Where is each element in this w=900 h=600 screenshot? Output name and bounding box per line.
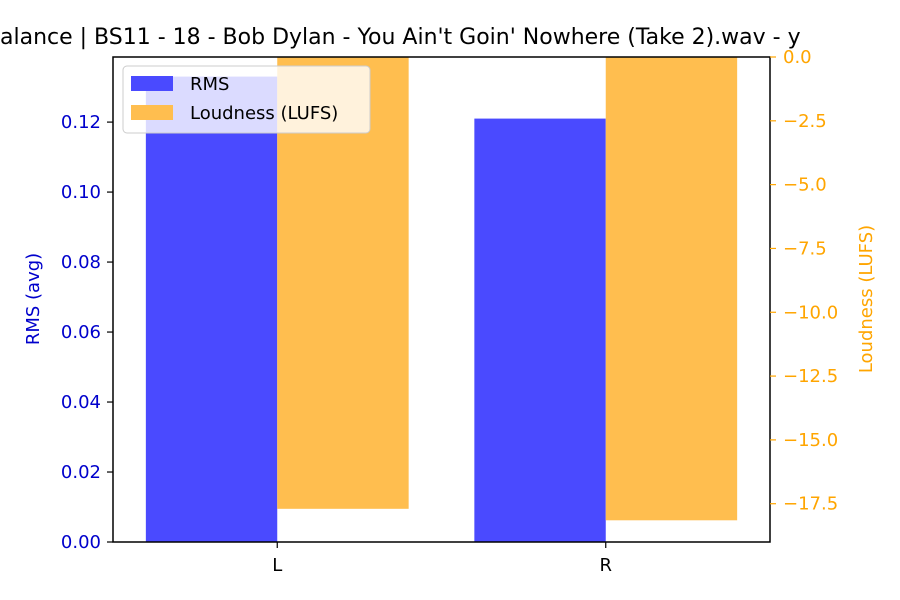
y-right-tick-label: −12.5 (783, 366, 838, 387)
legend: RMS Loudness (LUFS) (122, 65, 371, 134)
bar-rms-L (145, 76, 278, 543)
bar-rms-R (474, 118, 606, 542)
bar-loudness-R (605, 57, 738, 521)
y-left-tick-label: 0.06 (61, 322, 101, 343)
y-axis-right: 0.0 −2.5 −5.0 −7.5 −10.0 −12.5 −15.0 −17.5 (770, 47, 838, 515)
legend-swatch-loudness (131, 105, 173, 120)
legend-box (122, 65, 371, 134)
x-tick-label-L: L (272, 555, 282, 576)
y-right-tick-label: 0.0 (783, 47, 812, 68)
y-right-tick-label: −10.0 (783, 302, 838, 323)
chart-title: alance | BS11 - 18 - Bob Dylan - You Ain… (0, 25, 801, 50)
y-axis-left: 0.00 0.02 0.04 0.06 0.08 0.10 0.12 (61, 112, 113, 553)
plot-frame (112, 56, 771, 543)
y-right-tick-label: −7.5 (783, 238, 827, 259)
legend-label-loudness: Loudness (LUFS) (190, 103, 338, 124)
y-right-tick-label: −17.5 (783, 494, 838, 515)
y-right-tick-label: −15.0 (783, 430, 838, 451)
y-left-tick-label: 0.12 (61, 112, 101, 133)
y-left-tick-label: 0.04 (61, 392, 101, 413)
y-right-tick-label: −2.5 (783, 111, 827, 132)
legend-label-rms: RMS (190, 74, 229, 95)
bars-layer (145, 57, 738, 543)
legend-swatch-rms (131, 76, 173, 91)
y-left-tick-label: 0.02 (61, 462, 101, 483)
y-axis-right-label: Loudness (LUFS) (856, 225, 877, 373)
y-axis-left-label: RMS (avg) (23, 253, 44, 345)
y-left-tick-label: 0.08 (61, 252, 101, 273)
y-left-tick-label: 0.10 (61, 182, 101, 203)
y-left-tick-label: 0.00 (61, 532, 101, 553)
x-tick-label-R: R (599, 555, 612, 576)
y-right-tick-label: −5.0 (783, 175, 827, 196)
